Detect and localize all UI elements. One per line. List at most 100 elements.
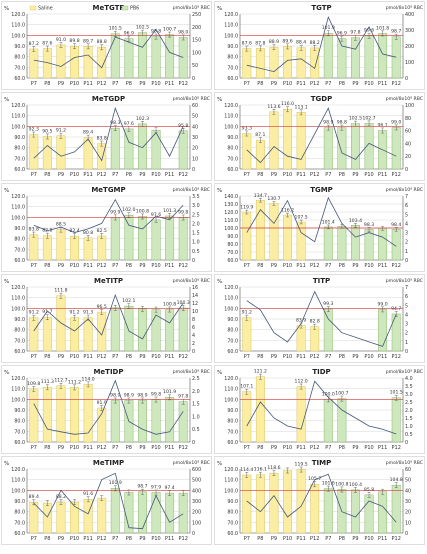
y2-tick-label: 3.0 <box>192 203 200 209</box>
y-tick-label: 120.0 <box>11 285 25 291</box>
x-tick-label: P7 <box>325 354 331 360</box>
x-tick-label: P8 <box>126 81 132 87</box>
x-tick-label: P9 <box>58 354 64 360</box>
y-tick-label: 90.0 <box>227 499 238 505</box>
x-tick-label: P10 <box>70 263 79 269</box>
x-tick-label: P12 <box>179 536 188 542</box>
saline-bar <box>296 47 306 79</box>
data-label: 99.0 <box>391 119 401 125</box>
y2-tick-label: 100 <box>192 50 201 56</box>
pb6-bar <box>391 127 401 170</box>
y-tick-label: 60.0 <box>14 440 25 446</box>
saline-bar <box>310 326 320 352</box>
data-label: 102.7 <box>362 115 375 121</box>
data-label: 99.9 <box>110 209 120 215</box>
x-tick-label: P12 <box>310 354 319 360</box>
data-label: 88.2 <box>56 494 66 500</box>
x-tick-label: P7 <box>244 536 250 542</box>
x-tick-label: P7 <box>244 263 250 269</box>
x-tick-label: P7 <box>325 536 331 542</box>
data-label: 97.6 <box>151 212 161 218</box>
y-tick-label: 100.0 <box>224 226 238 232</box>
data-label: 98.9 <box>323 120 333 126</box>
y2-tick-label: 1.0 <box>192 240 200 246</box>
pb6-bar <box>378 228 388 261</box>
x-tick-label: P8 <box>257 263 263 269</box>
legend-swatch-pb6 <box>121 5 129 11</box>
data-label: 97.8 <box>350 30 360 36</box>
y-tick-label: 60.0 <box>227 167 238 173</box>
y2-tick-label: 200 <box>192 510 201 516</box>
data-label: 88.5 <box>56 222 66 228</box>
chart-panel-tgmp: 60.0 70.0 80.0 90.0 100.0 110.0 120.0 130.0 140.… <box>214 183 425 272</box>
data-label: 116.1 <box>254 467 267 473</box>
x-tick-label: P7 <box>31 445 37 451</box>
y-tick-label: 110.0 <box>11 296 25 302</box>
y-tick-label: 60.0 <box>227 76 238 82</box>
y-tick-label: 70.0 <box>14 429 25 435</box>
y2-tick-label: 0 <box>192 167 195 173</box>
y-tick-label: 70.0 <box>227 520 238 526</box>
y2-tick-label: 2.5 <box>192 212 200 218</box>
pb6-bar <box>151 36 161 79</box>
y2-tick-label: 150 <box>192 38 201 44</box>
y2-tick-label: 40 <box>405 488 411 494</box>
data-label: 111.8 <box>54 288 67 294</box>
x-tick-label: P11 <box>165 172 174 178</box>
data-label: 91.2 <box>242 310 252 316</box>
data-label: 98.8 <box>337 120 347 126</box>
x-tick-label: P10 <box>70 354 79 360</box>
data-label: 96.9 <box>124 31 134 37</box>
x-tick-label: P8 <box>339 172 345 178</box>
y2-tick-label: 2.0 <box>192 221 200 227</box>
y2-tick-label: 1.5 <box>405 416 413 422</box>
y-tick-label: 80.0 <box>227 419 238 425</box>
y-tick-label: 120.0 <box>11 12 25 18</box>
y-tick-label: 70.0 <box>227 338 238 344</box>
x-tick-label: P10 <box>364 172 373 178</box>
saline-bar <box>97 497 107 534</box>
x-tick-label: P11 <box>165 263 174 269</box>
x-tick-label: P10 <box>364 354 373 360</box>
y2-tick-label: 50 <box>192 63 198 69</box>
x-tick-label: P12 <box>179 172 188 178</box>
data-label: 97.4 <box>165 485 175 491</box>
y2-tick-label: 80 <box>405 116 411 122</box>
concentration-line <box>246 473 397 523</box>
x-tick-label: P8 <box>257 172 263 178</box>
x-tick-label: P7 <box>31 536 37 542</box>
x-tick-label: P11 <box>83 445 92 451</box>
x-tick-label: P7 <box>112 536 118 542</box>
y-tick-label: 70.0 <box>14 156 25 162</box>
x-tick-label: P8 <box>126 354 132 360</box>
saline-bar <box>242 211 252 261</box>
x-tick-label: P12 <box>97 445 106 451</box>
chart-title: TIDP <box>312 368 330 376</box>
x-tick-label: P8 <box>339 263 345 269</box>
pb6-bar <box>178 217 188 261</box>
data-label: 91.9 <box>97 400 107 406</box>
y2-tick-label: 60 <box>405 467 411 473</box>
y-tick-label: 70.0 <box>227 65 238 71</box>
legend-swatch-saline <box>29 5 37 11</box>
x-tick-label: P10 <box>151 263 160 269</box>
y-tick-label: 80.0 <box>227 510 238 516</box>
saline-bar <box>42 387 52 443</box>
y2-axis-label: pmol/8x10⁸ RBC <box>386 5 423 11</box>
x-tick-label: P11 <box>296 536 305 542</box>
saline-bar <box>283 109 293 170</box>
y-tick-label: 110.0 <box>224 478 238 484</box>
y2-tick-label: 2.5 <box>192 376 200 382</box>
data-label: 98.3 <box>110 120 120 126</box>
x-tick-label: P11 <box>378 354 387 360</box>
saline-bar <box>56 501 66 534</box>
data-label: 98.9 <box>124 392 134 398</box>
x-tick-label: P11 <box>296 263 305 269</box>
x-tick-label: P9 <box>58 81 64 87</box>
data-label: 98.3 <box>364 222 374 228</box>
y2-tick-label: 4 <box>405 221 408 227</box>
x-tick-label: P12 <box>310 536 319 542</box>
saline-bar <box>255 48 265 79</box>
y2-tick-label: 2.5 <box>405 400 413 406</box>
pb6-bar <box>350 123 360 170</box>
